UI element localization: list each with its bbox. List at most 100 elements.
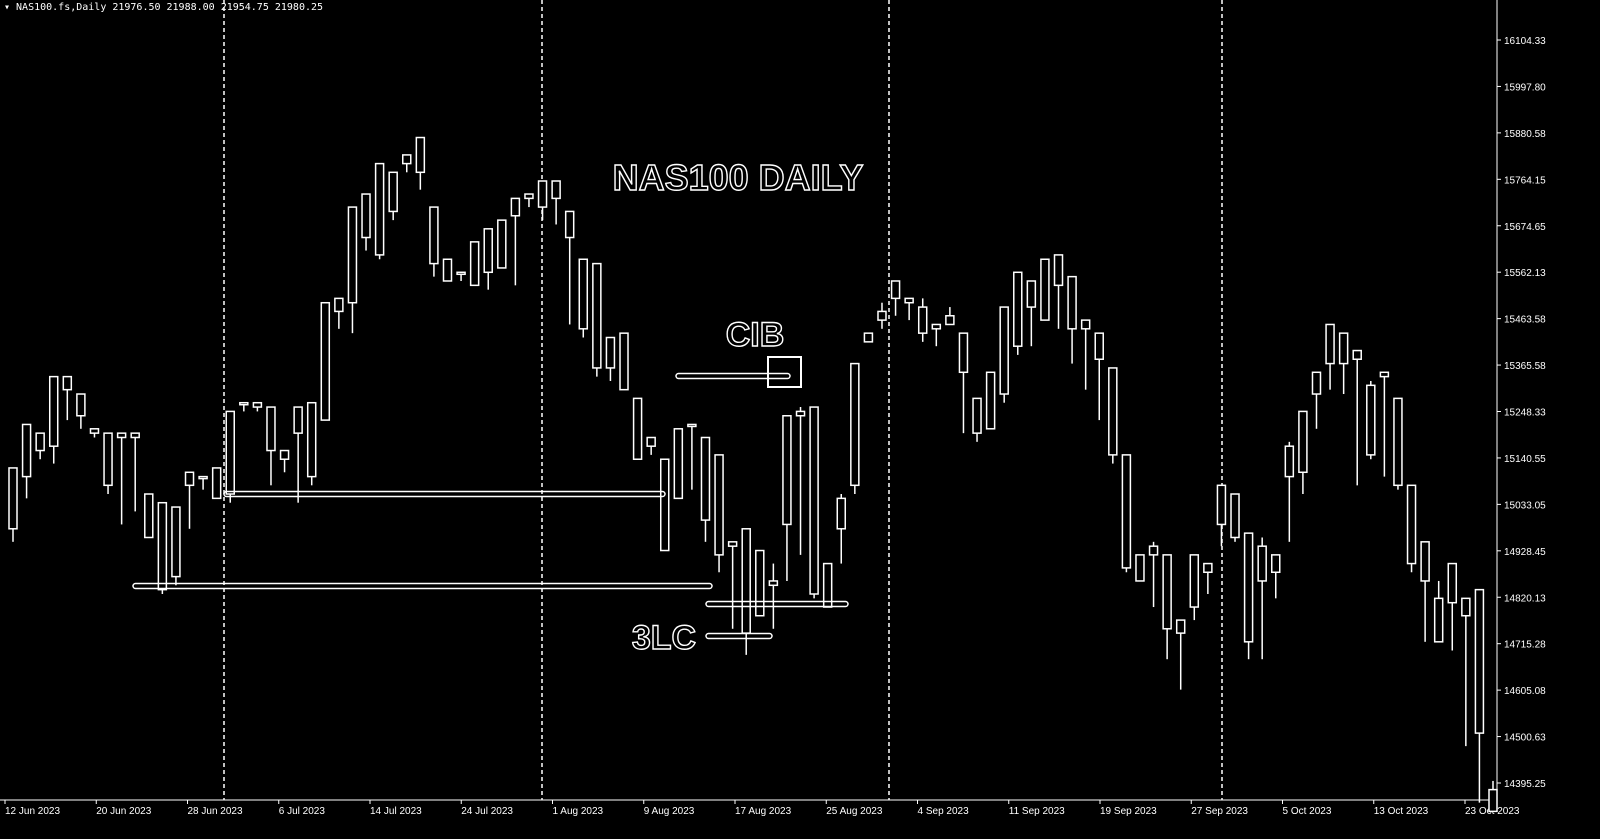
- candle-body: [266, 406, 276, 452]
- date-label: 14 Jul 2023: [370, 806, 422, 817]
- candle-body: [293, 406, 303, 434]
- open-value: 21976.50: [112, 2, 161, 13]
- candle-body: [768, 580, 779, 587]
- price-label: 14605.08: [1504, 686, 1546, 697]
- date-label: 25 Aug 2023: [826, 806, 883, 817]
- candle-body: [1298, 410, 1308, 474]
- candle-body: [279, 449, 290, 460]
- level-line: [705, 632, 773, 640]
- cib-box: [767, 356, 802, 388]
- candle-body: [904, 297, 914, 304]
- candle-body: [497, 219, 507, 269]
- price-label: 14820.13: [1504, 593, 1546, 604]
- candle-body: [673, 428, 684, 500]
- candle-body: [714, 454, 724, 556]
- candle-body: [931, 323, 942, 330]
- candle-body: [8, 467, 18, 530]
- candle-body: [605, 336, 616, 369]
- candle-body: [958, 332, 969, 374]
- candle-body: [388, 171, 398, 213]
- price-label: 15674.65: [1504, 222, 1546, 233]
- candle-body: [659, 458, 670, 552]
- candle-body: [1379, 371, 1390, 378]
- level-line: [675, 372, 791, 380]
- candle-body: [741, 528, 751, 634]
- candle-body: [103, 432, 113, 487]
- candle-body: [1406, 484, 1417, 565]
- price-label: 15997.80: [1504, 82, 1546, 93]
- candle-body: [456, 271, 466, 276]
- date-label: 17 Aug 2023: [735, 806, 792, 817]
- candle-body: [306, 401, 317, 478]
- candle-body: [687, 423, 697, 428]
- date-label: 11 Sep 2023: [1009, 806, 1065, 817]
- candle-body: [1148, 545, 1159, 556]
- candle-body: [1352, 349, 1362, 360]
- candle-body: [225, 410, 235, 495]
- candle-body: [130, 432, 140, 439]
- candle-body: [1203, 562, 1213, 574]
- candle-body: [1094, 332, 1104, 360]
- candle-body: [1447, 562, 1458, 604]
- annotation-3lc: 3LC: [632, 619, 696, 657]
- candle-body: [985, 371, 996, 430]
- candle-body: [1488, 788, 1498, 813]
- candle-body: [727, 541, 738, 547]
- candle-body: [592, 262, 602, 369]
- candle-body: [1393, 397, 1403, 487]
- candle-body: [822, 562, 833, 608]
- candle-body: [510, 197, 521, 217]
- candle-body: [320, 301, 331, 421]
- date-label: 6 Jul 2023: [279, 806, 326, 817]
- candle-body: [945, 315, 955, 326]
- price-label: 15880.58: [1504, 129, 1546, 140]
- candle-body: [1040, 258, 1050, 321]
- candle-body: [1121, 454, 1132, 569]
- price-label: 16104.33: [1504, 36, 1546, 47]
- candle-body: [795, 410, 806, 417]
- candle-body: [1461, 597, 1471, 617]
- symbol-label: NAS100.fs,Daily: [16, 2, 107, 13]
- candle-body: [646, 436, 656, 447]
- candle-body: [374, 162, 385, 256]
- candle-body: [578, 258, 589, 330]
- price-label: 15140.55: [1504, 454, 1546, 465]
- close-value: 21980.25: [274, 2, 324, 13]
- candle-body: [116, 432, 127, 439]
- date-label: 5 Oct 2023: [1283, 806, 1332, 817]
- candle-body: [1338, 332, 1349, 365]
- candle-body: [850, 362, 860, 487]
- price-label: 15764.15: [1504, 175, 1546, 186]
- candle-body: [1433, 597, 1444, 643]
- candle-body: [429, 206, 439, 265]
- date-label: 27 Sep 2023: [1191, 806, 1248, 817]
- candle-body: [972, 397, 982, 434]
- candle-body: [999, 306, 1009, 395]
- date-label: 24 Jul 2023: [461, 806, 513, 817]
- price-label: 15248.33: [1504, 408, 1546, 419]
- candle-body: [157, 501, 168, 591]
- candle-body: [334, 297, 344, 313]
- candle-body: [21, 423, 32, 478]
- candle-body: [211, 467, 222, 500]
- date-label: 19 Sep 2023: [1100, 806, 1157, 817]
- dropdown-icon[interactable]: ▾: [4, 2, 11, 13]
- candle-body: [1366, 384, 1376, 456]
- candle-body: [144, 493, 154, 539]
- candle-body: [1026, 280, 1037, 308]
- date-label: 4 Sep 2023: [918, 806, 970, 817]
- date-label: 1 Aug 2023: [553, 806, 604, 817]
- candle-body: [62, 375, 73, 391]
- price-label: 15033.05: [1504, 500, 1546, 511]
- price-label: 14500.63: [1504, 733, 1546, 744]
- candle-body: [1053, 254, 1064, 287]
- candle-body: [619, 332, 629, 391]
- candle-body: [836, 497, 847, 530]
- date-label: 20 Jun 2023: [96, 806, 151, 817]
- candle-body: [76, 393, 86, 417]
- candle-body: [184, 471, 195, 487]
- candle-body: [1189, 554, 1200, 608]
- candle-body: [1216, 484, 1227, 526]
- candle-body: [35, 432, 45, 452]
